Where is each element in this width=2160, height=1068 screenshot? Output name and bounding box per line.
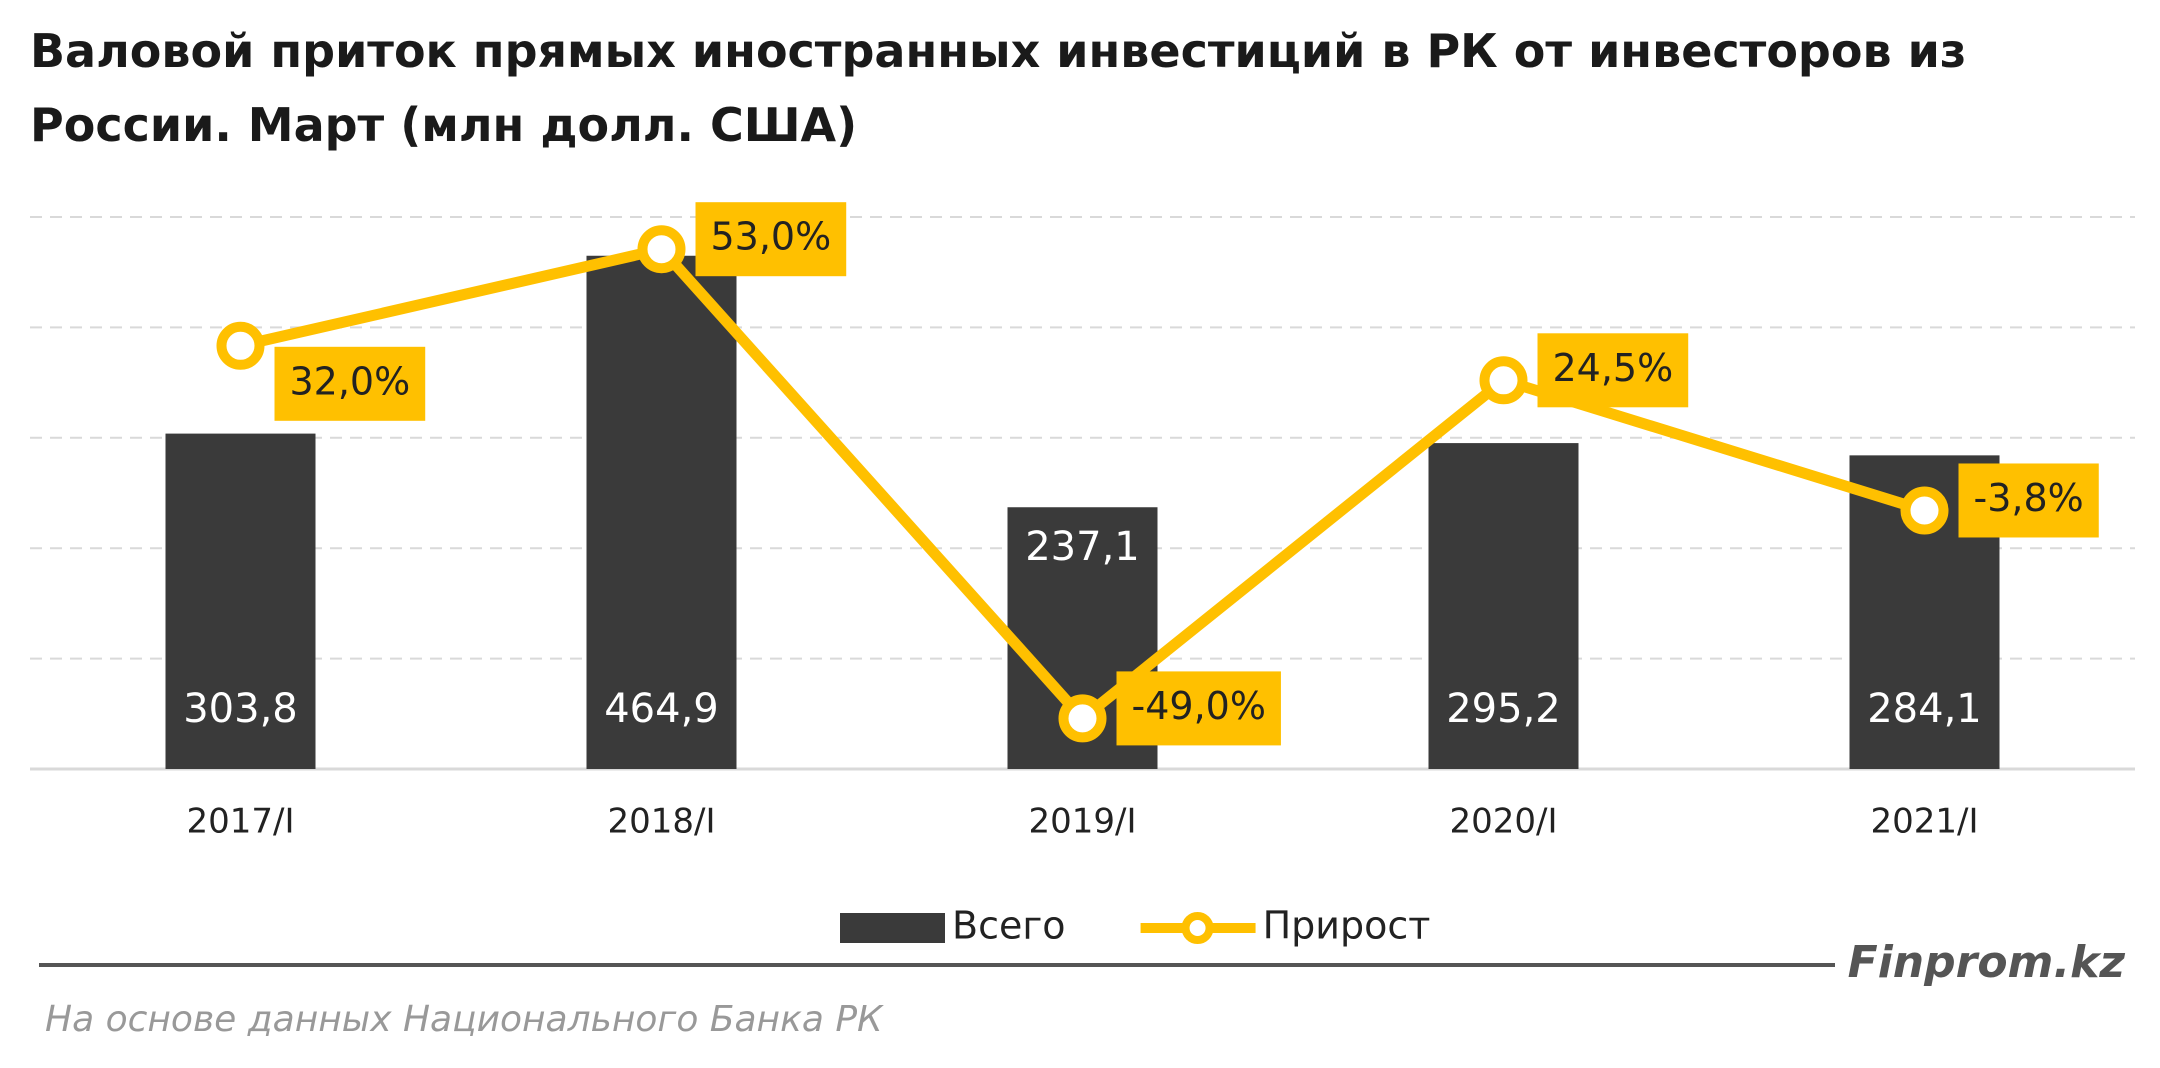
x-tick-label: 2019/I [1028, 802, 1136, 842]
value-label-box [695, 202, 847, 277]
line-value-label: 32,0% [290, 359, 411, 403]
brand: Finprom.kz [1848, 937, 2126, 988]
value-label-box [1116, 671, 1281, 746]
value-label-box [1958, 463, 2099, 538]
line-value-label: -3,8% [1974, 476, 2084, 520]
bar [1428, 443, 1579, 769]
bar-value-label: 237,1 [1025, 524, 1140, 570]
bar-value-label: 284,1 [1867, 686, 1982, 732]
legend-swatch [840, 913, 945, 943]
bar-value-label: 464,9 [604, 686, 719, 732]
x-tick-label: 2017/I [186, 802, 294, 842]
x-tick-label: 2018/I [607, 802, 715, 842]
bar-value-label: 295,2 [1446, 686, 1561, 732]
legend-swatch [1181, 912, 1214, 944]
line-marker [1058, 694, 1107, 743]
line-value-label: 24,5% [1553, 346, 1674, 390]
line-marker [637, 225, 686, 274]
line-marker [1479, 356, 1528, 405]
source-note: На основе данных Национального Банка РК [45, 999, 884, 1040]
line-value-label: -49,0% [1132, 684, 1266, 728]
chart-title: Валовой приток прямых иностранных инвест… [30, 24, 1967, 152]
bar-value-label: 303,8 [183, 686, 298, 732]
legend-label: Всего [952, 904, 1066, 948]
bar [586, 255, 737, 770]
bar [165, 433, 316, 769]
line-value-label: 53,0% [711, 215, 832, 259]
line-marker [216, 321, 265, 370]
value-label-box [1537, 333, 1689, 408]
x-tick-label: 2020/I [1449, 802, 1557, 842]
line-marker [1900, 486, 1949, 535]
legend-label: Прирост [1263, 904, 1431, 948]
value-label-box [274, 346, 426, 421]
x-tick-label: 2021/I [1870, 802, 1978, 842]
